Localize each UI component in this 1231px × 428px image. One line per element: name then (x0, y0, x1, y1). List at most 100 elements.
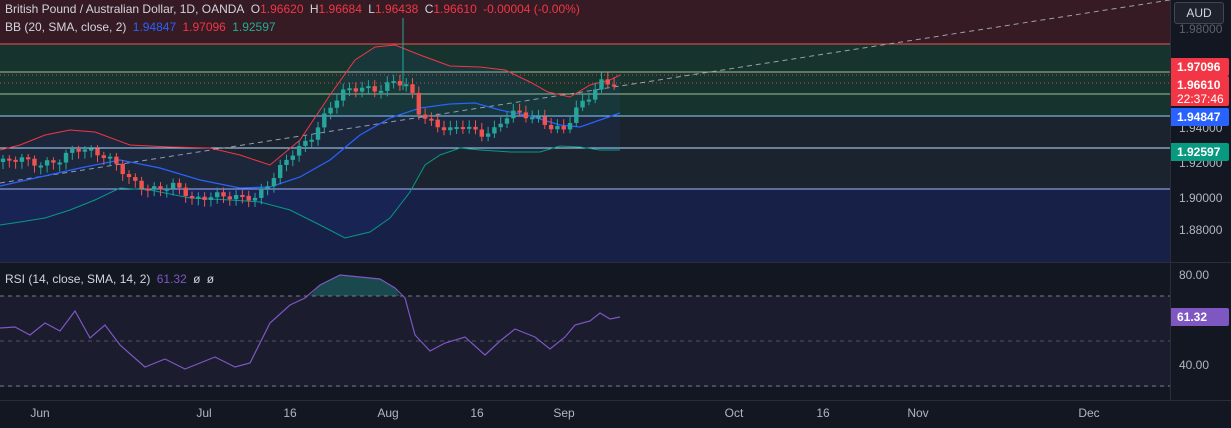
bb-legend[interactable]: BB (20, SMA, close, 2) 1.94847 1.97096 1… (5, 20, 279, 34)
candle-body (63, 152, 69, 163)
candle-body (114, 156, 119, 164)
price-pane[interactable] (0, 0, 1170, 262)
bb-upper-badge: 1.97096 (1171, 58, 1229, 76)
price-axis-separator (1170, 0, 1171, 400)
candle-body (574, 107, 579, 123)
bb-lower-value: 1.92597 (232, 20, 276, 34)
candle-body (76, 149, 81, 152)
last-price-badge: 1.96610 22:37:46 (1171, 76, 1229, 106)
grey-zone-rect[interactable] (0, 116, 1170, 189)
price-axis-label: 1.90000 (1179, 191, 1223, 205)
candle-body (164, 188, 169, 191)
candle-body (404, 84, 409, 87)
candle-body (170, 182, 176, 189)
candle-body (19, 157, 25, 162)
candle-body (435, 119, 440, 128)
time-axis-label: Nov (907, 406, 929, 420)
rsi-pane[interactable] (0, 263, 1170, 400)
candle-body (567, 122, 573, 130)
candle-body (416, 92, 421, 115)
close-label: C (424, 2, 434, 16)
candles[interactable] (0, 18, 617, 208)
candle-body (410, 84, 415, 93)
candle-body (202, 196, 207, 200)
candle-body (492, 127, 497, 134)
candle-body (605, 79, 610, 85)
candle-body (177, 182, 182, 188)
time-axis-label: Jul (196, 406, 212, 420)
price-axis-label: 1.88000 (1179, 223, 1223, 237)
time-axis-label: Dec (1078, 406, 1100, 420)
rsi-axis-label: 80.00 (1179, 268, 1210, 282)
candle-body (441, 127, 447, 131)
bb-upper-line[interactable] (0, 44, 621, 166)
candle-body (511, 110, 516, 119)
candle-body (44, 160, 50, 166)
candle-body (561, 126, 566, 130)
rsi-overbought-fill (310, 275, 400, 296)
high-value: 1.96684 (318, 2, 362, 16)
candle-body (215, 192, 220, 198)
candle-body (536, 116, 541, 119)
time-axis-label: Sep (553, 406, 575, 420)
rsi-chart-svg[interactable] (0, 263, 1170, 400)
candle-body (315, 127, 321, 140)
candle-body (208, 197, 214, 200)
candle-body (359, 87, 365, 92)
candle-body (378, 90, 384, 93)
blue-zone-rect[interactable] (0, 189, 1170, 262)
rsi-indicator-name[interactable]: RSI (14, close, SMA, 14, 2) (5, 272, 151, 286)
candle-body (391, 81, 396, 84)
bb-lower-line[interactable] (0, 145, 620, 239)
last-price-value: 1.96610 (1177, 78, 1221, 92)
price-chart-svg[interactable] (0, 0, 1170, 262)
candle-body (385, 82, 390, 91)
candle-body (555, 126, 560, 130)
green-zone-rect[interactable] (0, 44, 1170, 116)
candle-body (454, 127, 459, 130)
bar-countdown: 22:37:46 (1177, 92, 1224, 106)
currency-label[interactable]: AUD (1174, 2, 1224, 24)
candle-body (0, 158, 6, 162)
candle-body (240, 195, 245, 198)
candle-body (485, 133, 491, 137)
pane-separator[interactable] (0, 262, 1231, 263)
candle-body (309, 139, 314, 142)
bb-indicator-name[interactable]: BB (20, SMA, close, 2) (5, 20, 127, 34)
bb-lower-badge: 1.92597 (1171, 143, 1229, 161)
candle-body (26, 157, 31, 160)
time-axis-label: 16 (283, 406, 297, 420)
candle-body (278, 164, 283, 179)
candle-body (347, 88, 352, 91)
candle-body (221, 192, 226, 197)
candle-body (322, 113, 327, 128)
rsi-value-badge: 61.32 (1171, 308, 1229, 326)
candle-body (7, 158, 12, 161)
candle-body (448, 127, 453, 131)
candle-body (366, 86, 371, 89)
close-value: 1.96610 (433, 2, 477, 16)
candle-body (334, 100, 340, 108)
bb-basis-line[interactable] (0, 102, 621, 189)
symbol-legend[interactable]: British Pound / Australian Dollar, 1D, O… (5, 2, 583, 16)
candle-body (542, 116, 547, 125)
candle-body (196, 196, 201, 199)
candle-body (303, 140, 308, 146)
symbol-title[interactable]: British Pound / Australian Dollar, 1D, O… (5, 2, 245, 16)
candle-body (523, 112, 529, 119)
rsi-legend[interactable]: RSI (14, close, SMA, 14, 2) 61.32 ø ø (5, 272, 217, 286)
candle-body (189, 196, 195, 199)
time-axis-label: Aug (377, 406, 399, 420)
bb-basis-value: 1.94847 (132, 20, 177, 34)
low-label: L (368, 2, 375, 16)
candle-body (479, 129, 484, 137)
candle-body (145, 188, 151, 191)
red-zone-rect[interactable] (0, 0, 1170, 44)
candle-body (372, 86, 377, 92)
bb-upper-value: 1.97096 (182, 20, 226, 34)
candle-body (593, 89, 598, 100)
rsi-line[interactable] (0, 274, 621, 370)
candle-body (57, 162, 62, 165)
candle-body (107, 156, 113, 159)
candle-body (328, 107, 333, 114)
